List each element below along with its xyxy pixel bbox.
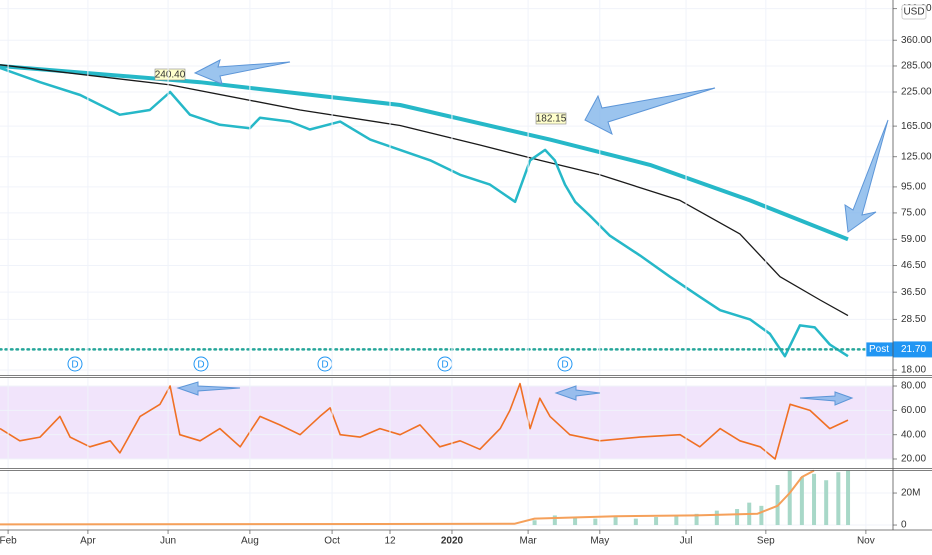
volume-bar	[633, 518, 638, 526]
dividend-label: D	[321, 360, 328, 371]
y-tick-label: 360.00	[901, 35, 932, 46]
volume-bar	[735, 509, 740, 526]
dividend-label: D	[441, 360, 448, 371]
x-tick-label: Apr	[80, 536, 96, 547]
volume-bar	[593, 518, 598, 526]
arrow	[799, 391, 854, 406]
dividend-marker	[67, 356, 83, 372]
y-tick-label: 60.00	[901, 405, 926, 416]
dividend-label: D	[197, 360, 204, 371]
y-tick-label: 225.00	[901, 87, 932, 98]
x-tick-label: 2020	[441, 536, 464, 547]
annotation-box	[154, 68, 186, 81]
series-line	[0, 382, 849, 460]
price-tag	[893, 341, 932, 358]
x-tick-label: 12	[384, 536, 396, 547]
post-tag	[866, 342, 893, 357]
x-tick-label: Mar	[519, 536, 537, 547]
dividend-label: D	[561, 360, 568, 371]
volume-bar	[846, 470, 851, 526]
dividend-marker	[193, 356, 209, 372]
y-tick-label: 18.00	[901, 365, 926, 376]
arrow	[584, 87, 716, 136]
y-tick-label: 20M	[901, 488, 920, 499]
y-tick-label: 165.00	[901, 121, 932, 132]
series-line	[0, 469, 815, 526]
dividend-label: D	[71, 360, 78, 371]
rsi-band	[0, 386, 893, 459]
volume-bar	[532, 520, 537, 526]
y-tick-label: 59.00	[901, 234, 926, 245]
y-tick-label: 40.00	[901, 429, 926, 440]
y-tick-label: 0	[901, 520, 907, 531]
volume-bar	[836, 472, 841, 526]
x-tick-label: Feb	[0, 536, 17, 547]
y-tick-label: 80.00	[901, 381, 926, 392]
x-tick-label: May	[590, 536, 609, 547]
series-line	[0, 66, 849, 358]
y-tick-label: 285.00	[901, 61, 932, 72]
arrows	[176, 59, 889, 406]
y-tick-label: 95.00	[901, 182, 926, 193]
volume-bar	[674, 515, 679, 526]
x-tick-label: Oct	[324, 536, 340, 547]
x-tick-label: Jul	[680, 536, 693, 547]
y-tick-label: 36.50	[901, 287, 926, 298]
x-tick-label: Aug	[241, 536, 259, 547]
volume-bar	[573, 517, 578, 526]
volume-bar	[552, 515, 557, 526]
post-label: Post	[869, 344, 889, 355]
y-tick-label: 75.00	[901, 208, 926, 219]
series-line	[0, 64, 849, 242]
currency-label: USD	[903, 7, 924, 18]
volume-bar	[799, 477, 804, 526]
volume-bar	[812, 473, 817, 526]
currency-box	[901, 4, 927, 20]
volume-bar	[613, 517, 618, 526]
volume-bar	[787, 470, 792, 526]
volume-bar	[759, 505, 764, 526]
y-tick-label: 125.00	[901, 151, 932, 162]
y-tick-label: 20.00	[901, 454, 926, 465]
arrow	[844, 119, 889, 233]
arrow	[554, 385, 601, 401]
arrow	[176, 381, 241, 396]
annotation: 182.15	[536, 114, 567, 125]
x-tick-label: Nov	[857, 536, 875, 547]
y-tick-label: 28.50	[901, 314, 926, 325]
volume-bar	[824, 480, 829, 526]
arrow	[193, 59, 291, 85]
price-label: 21.70	[901, 344, 926, 355]
volume-bar	[694, 513, 699, 526]
volume-bar	[714, 510, 719, 526]
annotation-box	[535, 112, 567, 125]
series-line	[0, 64, 849, 317]
x-tick-label: Sep	[757, 536, 775, 547]
x-tick-label: Jun	[160, 536, 176, 547]
y-tick-label: 46.50	[901, 260, 926, 271]
volume-bar	[654, 517, 659, 526]
dividend-marker	[557, 356, 573, 372]
annotation: 240.40	[155, 70, 186, 81]
